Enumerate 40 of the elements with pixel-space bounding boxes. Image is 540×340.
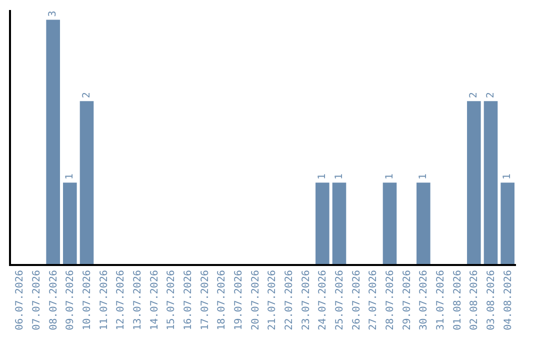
data-label: 2 [81,92,92,98]
x-tick-label: 04.08.2026 [502,270,514,330]
data-label: 2 [468,92,480,98]
x-tick-label: 16.07.2026 [183,270,194,330]
x-tick-label: 03.08.2026 [486,270,497,330]
x-tick-label: 07.07.2026 [32,270,42,330]
x-tick-label: 20.07.2026 [250,270,262,330]
x-tick-label: 28.07.2026 [385,270,396,330]
x-tick-label: 02.08.2026 [469,270,480,330]
x-tick-label: 18.07.2026 [216,270,228,330]
x-tick-label: 10.07.2026 [82,270,93,330]
x-tick-label: 11.07.2026 [98,270,110,330]
data-label: 1 [384,174,396,180]
x-tick-label: 26.07.2026 [351,270,362,330]
x-tick-label: 14.07.2026 [149,270,160,330]
x-tick-label: 23.07.2026 [300,270,312,330]
data-label: 3 [48,10,59,17]
x-tick-label: 24.07.2026 [318,270,329,330]
x-tick-label: 29.07.2026 [402,270,413,330]
data-label: 1 [316,174,328,180]
x-tick-label: 22.07.2026 [284,270,295,330]
data-label: 2 [485,92,496,98]
x-tick-label: 17.07.2026 [200,270,211,330]
x-tick-label: 31.07.2026 [436,270,446,330]
x-tick-label: 06.07.2026 [14,270,26,330]
x-tick-label: 12.07.2026 [116,270,127,330]
data-label: 1 [334,174,345,180]
x-tick-label: 25.07.2026 [334,270,346,330]
data-label: 1 [418,174,429,180]
x-tick-label: 15.07.2026 [166,270,178,330]
x-tick-label: 13.07.2026 [132,270,144,330]
data-label: 1 [64,174,76,180]
x-tick-label: 21.07.2026 [267,270,278,330]
x-tick-label: 09.07.2026 [65,270,76,330]
data-label: 1 [502,174,514,180]
x-tick-label: 19.07.2026 [234,270,244,330]
x-tick-label: 30.07.2026 [418,270,430,330]
x-tick-label: 01.08.2026 [452,270,464,330]
x-tick-label: 08.07.2026 [48,270,60,330]
x-tick-label: 27.07.2026 [368,270,380,330]
